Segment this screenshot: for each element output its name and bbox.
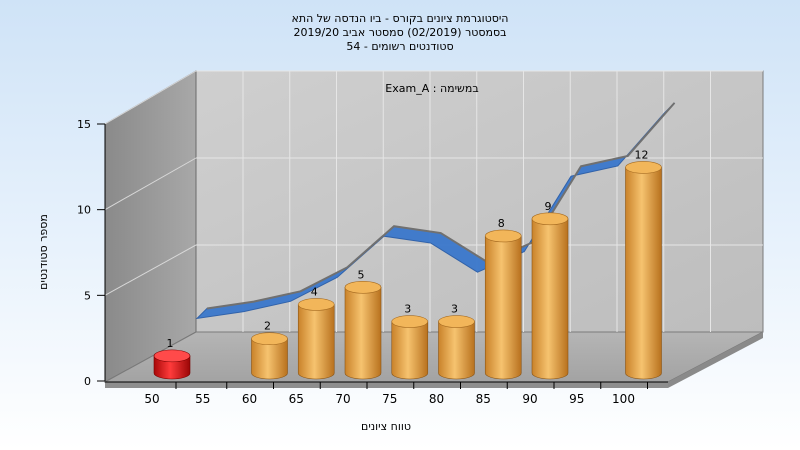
- x-tick-label-9: 95: [569, 392, 584, 406]
- bar-top-50: [153, 349, 191, 363]
- grid-line-side-1: [104, 244, 197, 296]
- chart-title-line-2: בסמסטר (02/2019) סמסטר אביב 2019/20: [293, 26, 507, 39]
- y-tick-label-0: 0: [84, 375, 91, 388]
- bar-top-80: [438, 315, 475, 328]
- bar-top-70: [344, 281, 382, 294]
- bar-value-label-100: 12: [635, 148, 649, 161]
- x-tick-label-6: 80: [429, 392, 444, 406]
- y-axis: 0 5 10 15: [77, 118, 106, 388]
- x-axis: 50 55 60 65 70 75 80 85 90 95 100: [105, 381, 668, 406]
- bar-value-label-90: 9: [545, 200, 552, 213]
- bar-body-60: [251, 338, 288, 380]
- bar-70: 5: [344, 268, 382, 380]
- bar-value-label-60: 2: [264, 320, 271, 333]
- bar-top-90: [531, 212, 569, 226]
- trend-line: [206, 102, 676, 310]
- x-tick-label-1: 55: [195, 392, 210, 406]
- trend-ribbon: [195, 102, 676, 320]
- bar-90: 9: [531, 200, 569, 380]
- chart-grid: [104, 70, 763, 332]
- x-tick-label-0: 50: [144, 392, 159, 406]
- bar-75: 3: [391, 303, 429, 380]
- y-tick-label-3: 15: [77, 118, 91, 131]
- x-tick-label-4: 70: [335, 392, 350, 406]
- x-tick-label-10: 100: [612, 392, 635, 406]
- bar-body-70: [344, 287, 382, 380]
- chart-annotation: Exam_A : במשימה: [385, 82, 478, 95]
- bar-top-65: [297, 298, 335, 311]
- bar-body-100: [625, 167, 662, 380]
- bar-top-75: [391, 315, 429, 328]
- x-tick-label-3: 65: [289, 392, 304, 406]
- bar-50: 1: [153, 337, 191, 380]
- bar-80: 3: [438, 303, 475, 380]
- bar-top-85: [484, 229, 522, 243]
- bar-value-label-65: 4: [311, 285, 318, 298]
- bar-65: 4: [297, 285, 335, 380]
- bar-body-65: [297, 304, 335, 380]
- bar-top-100: [625, 161, 662, 174]
- y-axis-label: מספר סטודנטים: [37, 214, 50, 290]
- bar-value-label-85: 8: [498, 217, 505, 230]
- x-tick-label-2: 60: [242, 392, 257, 406]
- x-tick-label-5: 75: [382, 392, 397, 406]
- bar-body-80: [438, 321, 475, 380]
- bar-body-50: [153, 355, 191, 380]
- bar-60: 2: [251, 320, 288, 380]
- bar-body-75: [391, 321, 429, 380]
- bar-top-60: [251, 332, 288, 346]
- bar-body-90: [531, 218, 569, 380]
- grid-line-side-3: [104, 70, 197, 125]
- x-tick-label-7: 85: [476, 392, 491, 406]
- grid-line-side-2: [104, 157, 197, 211]
- y-tick-label-1: 5: [84, 289, 91, 302]
- bar-value-label-75: 3: [404, 303, 411, 316]
- bar-value-label-70: 5: [358, 268, 365, 281]
- chart-title-line-1: היסטוגרמת ציונים בקורס - ביו הנדסה של הת…: [291, 12, 509, 25]
- y-tick-label-2: 10: [77, 204, 91, 217]
- chart-title-line-3: סטודנטים רשומים - 54: [346, 40, 454, 53]
- bar-body-85: [484, 235, 522, 380]
- bar-value-label-50: 1: [167, 337, 174, 350]
- bar-85: 8: [484, 217, 522, 380]
- bar-100: 12: [625, 148, 662, 380]
- x-axis-label: טווח ציונים: [361, 420, 411, 433]
- x-tick-label-8: 90: [522, 392, 537, 406]
- bar-value-label-80: 3: [451, 303, 458, 316]
